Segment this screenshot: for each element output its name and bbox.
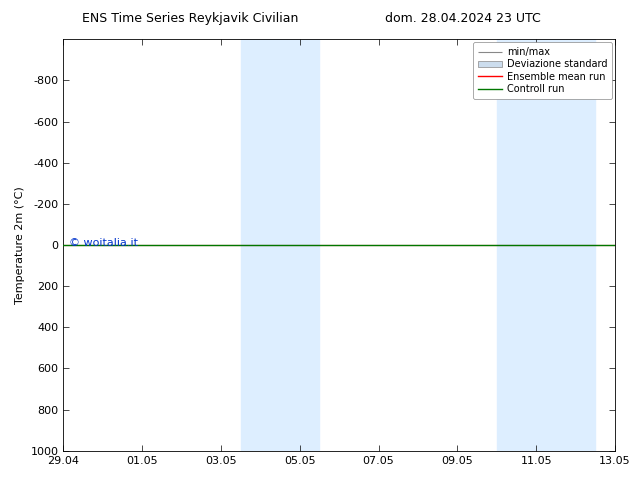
Bar: [497, 39, 595, 451]
Bar: [241, 39, 320, 451]
Text: ENS Time Series Reykjavik Civilian: ENS Time Series Reykjavik Civilian: [82, 12, 299, 25]
Legend: min/max, Deviazione standard, Ensemble mean run, Controll run: min/max, Deviazione standard, Ensemble m…: [473, 42, 612, 99]
Y-axis label: Temperature 2m (°C): Temperature 2m (°C): [15, 186, 25, 304]
Text: © woitalia.it: © woitalia.it: [69, 238, 138, 248]
Text: dom. 28.04.2024 23 UTC: dom. 28.04.2024 23 UTC: [385, 12, 541, 25]
